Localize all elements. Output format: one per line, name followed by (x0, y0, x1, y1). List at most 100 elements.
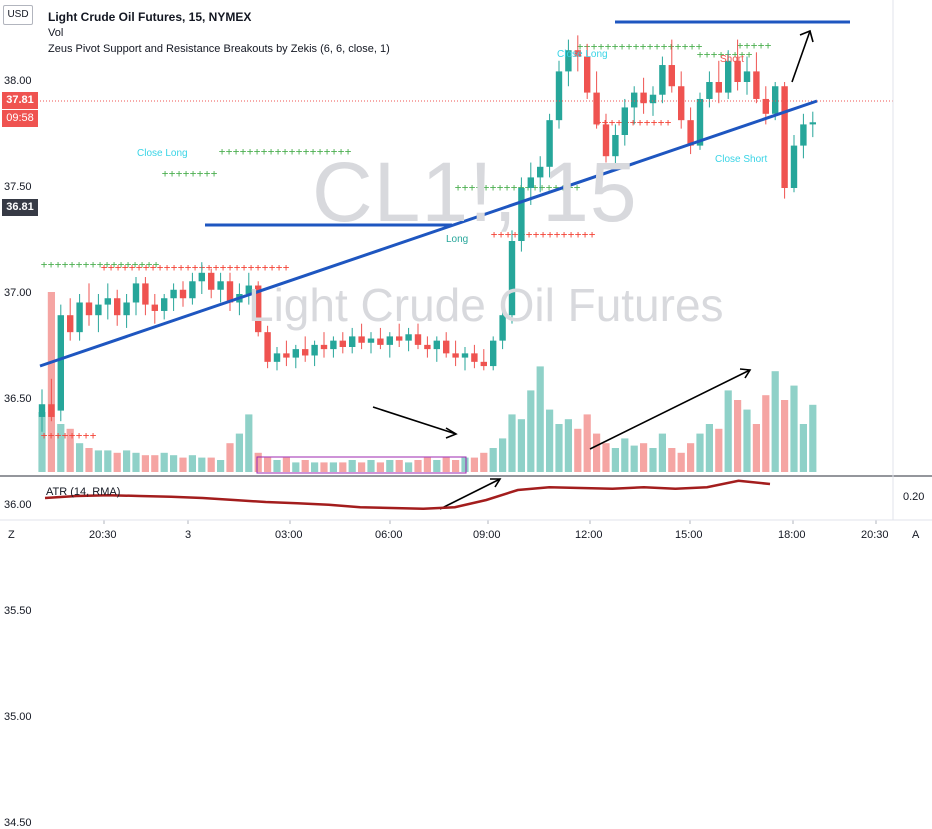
resist-plus-b-1: + (108, 261, 115, 274)
volume-bar-69 (687, 443, 695, 472)
support-plus-b-2: + (176, 167, 183, 180)
resist-plus-a-3: + (62, 429, 69, 442)
support-plus-a-5: + (76, 258, 83, 271)
support-plus-a-11: + (118, 258, 125, 271)
candle-body-48 (490, 340, 497, 367)
resist-plus-c-13: + (582, 228, 589, 241)
resist-plus-c-6: + (533, 228, 540, 241)
candle-body-11 (142, 283, 149, 305)
volume-bar-65 (649, 448, 657, 472)
volume-bar-18 (207, 457, 215, 472)
volume-bar-38 (395, 460, 403, 472)
resist-plus-c-8: + (547, 228, 554, 241)
support-plus-e-5: + (612, 40, 619, 53)
support-plus-d-12: + (539, 181, 546, 194)
rising-trendline[interactable] (39, 99, 818, 368)
candlesticks (38, 35, 816, 432)
volume-bar-67 (668, 448, 676, 472)
support-plus-e-10: + (647, 40, 654, 53)
volume-bar-49 (499, 438, 507, 472)
price-tick-2: 37.50 (4, 181, 32, 193)
candle-body-37 (386, 336, 393, 345)
legend-indicator[interactable]: Zeus Pivot Support and Resistance Breako… (48, 43, 390, 55)
support-plus-g-2: + (751, 39, 758, 52)
candle-body-40 (414, 334, 422, 345)
candle-body-62 (621, 107, 628, 135)
support-plus-e-15: + (682, 40, 689, 53)
support-plus-e-8: + (633, 40, 640, 53)
candle-body-23 (255, 285, 262, 333)
support-plus-d-3: + (476, 181, 483, 194)
support-plus-g-4: + (765, 39, 772, 52)
legend-vol[interactable]: Vol (48, 27, 64, 39)
candle-body-32 (339, 340, 346, 347)
support-plus-b-5: + (197, 167, 204, 180)
volume-bar-35 (367, 460, 375, 472)
candle-body-27 (292, 349, 299, 358)
atr-legend[interactable]: ATR (14, RMA) (46, 486, 121, 498)
candle-body-35 (367, 338, 375, 343)
volume-bar-75 (743, 409, 751, 472)
time-tick-3: 06:00 (375, 529, 403, 541)
resist-plus-a-0: + (41, 429, 48, 442)
long-label: Long (446, 234, 469, 245)
volume-bar-16 (188, 455, 196, 472)
support-plus-a-14: + (139, 258, 146, 271)
candle-body-9 (123, 302, 130, 316)
timezone-z-button[interactable]: Z (8, 529, 15, 541)
volume-bar-9 (123, 450, 131, 472)
support-plus-d-13: + (546, 181, 553, 194)
resist-plus-c-5: + (526, 228, 533, 241)
arrow-up-right-1 (791, 30, 811, 83)
volume-bar-48 (489, 448, 497, 472)
resist-plus-b-8: + (157, 261, 164, 274)
candle-body-18 (208, 272, 215, 290)
auto-scale-button[interactable]: A (912, 529, 920, 541)
support-plus-e-17: + (696, 40, 703, 53)
volume-bar-47 (480, 452, 488, 472)
support-plus-e-2: + (591, 40, 598, 53)
candle-body-16 (189, 281, 196, 299)
volume-bar-76 (752, 424, 760, 472)
support-plus-e-13: + (668, 40, 675, 53)
support-plus-c-0: + (219, 145, 226, 158)
resist-plus-c-1: + (498, 228, 505, 241)
resist-plus-d-5: + (630, 116, 637, 129)
close-long-label-1: Close Long (137, 148, 188, 159)
resist-plus-b-26: + (283, 261, 290, 274)
support-plus-a-4: + (69, 258, 76, 271)
support-plus-a-15: + (146, 258, 153, 271)
chart-canvas[interactable]: + + + + + + + + + + + + + + + + ++ + + + + + + ++ + + + + + + + + + + + + + +… (0, 0, 932, 550)
support-plus-c-5: + (254, 145, 261, 158)
support-plus-b-4: + (190, 167, 197, 180)
legend-title[interactable]: Light Crude Oil Futures, 15, NYMEX (48, 10, 252, 24)
candle-body-24 (264, 332, 271, 362)
support-plus-c-13: + (310, 145, 317, 158)
support-plus-b-6: + (204, 167, 211, 180)
resist-plus-d-8: + (651, 116, 658, 129)
resist-plus-b-19: + (234, 261, 241, 274)
support-plus-c-6: + (261, 145, 268, 158)
price-tick-1: 38.00 (4, 75, 32, 87)
currency-label[interactable]: USD (3, 5, 33, 25)
volume-bar-63 (630, 445, 638, 472)
volume-bar-56 (564, 419, 572, 472)
volume-bar-37 (386, 460, 394, 472)
candle-body-76 (753, 71, 760, 99)
candle-body-33 (349, 336, 356, 347)
symbol-watermark: CL1!, 15 (312, 145, 638, 239)
support-plus-d-5: + (490, 181, 497, 194)
resist-plus-b-5: + (136, 261, 143, 274)
support-plus-e-9: + (640, 40, 647, 53)
volume-bar-77 (762, 395, 770, 472)
support-plus-a-16: + (153, 258, 160, 271)
volume-bar-10 (132, 452, 140, 472)
volume-bar-51 (517, 419, 525, 472)
resist-plus-c-14: + (589, 228, 596, 241)
volume-bar-0 (38, 412, 46, 472)
support-plus-d-7: + (504, 181, 511, 194)
resist-plus-b-7: + (150, 261, 157, 274)
resist-plus-b-17: + (220, 261, 227, 274)
close-short-label: Close Short (715, 154, 768, 165)
support-plus-c-7: + (268, 145, 275, 158)
